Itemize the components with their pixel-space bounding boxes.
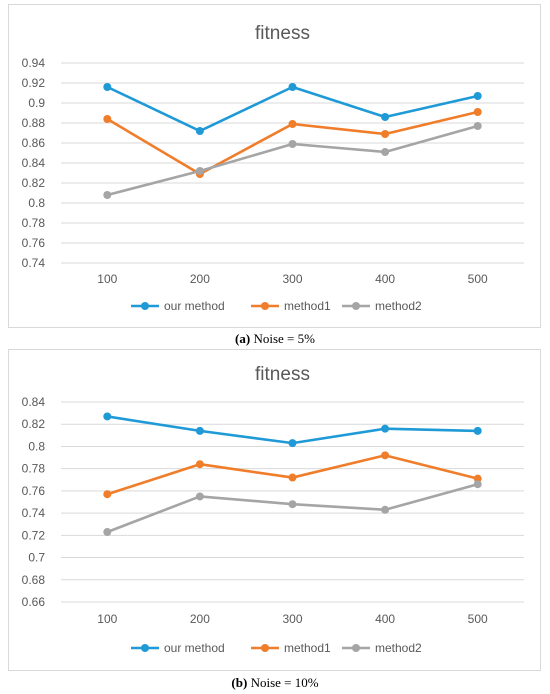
legend-label: method1: [284, 641, 331, 655]
legend-label: method1: [284, 299, 331, 313]
caption-b-label: (b): [231, 675, 248, 690]
data-point: [103, 528, 112, 536]
chart-panel-a: fitness 0.74 0.76 0.78 0.8 0.82 0.84 0.86 0.88 0.…: [8, 4, 541, 328]
y-tick-label: 0.82: [22, 417, 46, 431]
y-tick-label: 0.88: [22, 116, 46, 130]
data-point: [195, 167, 204, 175]
y-tick-label: 0.9: [28, 96, 45, 110]
legend-item-1: our method: [131, 299, 225, 313]
chart-panel-b: fitness 0.66 0.68 0.7 0.72 0.74 0.76 0.78 0.8 0.8…: [8, 349, 541, 671]
data-point: [103, 83, 112, 91]
line-chart-a: fitness 0.74 0.76 0.78 0.8 0.82 0.84 0.86 0.88 0.…: [22, 23, 524, 313]
data-point: [381, 424, 390, 433]
legend-item-2: method1: [251, 641, 331, 655]
data-point: [381, 130, 390, 138]
y-tick-label: 0.82: [22, 176, 46, 190]
data-point: [103, 191, 112, 199]
caption-b-text: Noise = 10%: [250, 675, 319, 690]
y-tick-label: 0.84: [22, 395, 46, 409]
legend-marker: [352, 644, 360, 652]
caption-b: (b) Noise = 10%: [0, 675, 550, 691]
legend-item-3: method2: [342, 641, 422, 655]
caption-a-text: Noise = 5%: [253, 331, 315, 346]
y-tick-label: 0.74: [22, 506, 46, 520]
y-tick-label: 0.84: [22, 156, 46, 170]
legend-item-1: our method: [131, 641, 225, 655]
y-tick-label: 0.94: [22, 56, 46, 70]
x-tick-label: 300: [282, 612, 302, 626]
x-tick-label: 500: [468, 612, 488, 626]
data-point: [473, 92, 482, 100]
y-tick-label: 0.78: [22, 216, 46, 230]
x-tick-label: 400: [375, 612, 395, 626]
data-point: [195, 460, 204, 469]
legend-marker: [141, 302, 149, 310]
data-point: [381, 451, 390, 460]
y-tick-label: 0.76: [22, 484, 46, 498]
y-tick-label: 0.66: [22, 595, 46, 609]
data-point: [288, 473, 297, 482]
data-point: [473, 474, 482, 483]
x-tick-label: 100: [97, 612, 117, 626]
data-point: [195, 127, 204, 135]
y-tick-label: 0.68: [22, 573, 46, 587]
x-tick-label: 200: [190, 612, 210, 626]
y-tick-label: 0.86: [22, 136, 46, 150]
data-point: [473, 108, 482, 116]
legend-marker: [261, 644, 269, 652]
legend-marker: [141, 644, 149, 652]
legend-item-3: method2: [342, 299, 422, 313]
data-point: [381, 113, 390, 121]
x-tick-label: 100: [97, 272, 117, 286]
legend-label: method2: [375, 299, 422, 313]
data-point: [103, 115, 112, 123]
chart-title: fitness: [255, 364, 310, 385]
y-tick-label: 0.8: [28, 196, 45, 210]
y-tick-label: 0.8: [28, 439, 45, 453]
legend-label: our method: [164, 299, 225, 313]
legend-item-2: method1: [251, 299, 331, 313]
x-tick-label: 300: [282, 272, 302, 286]
caption-a-label: (a): [235, 331, 251, 346]
series-line-3: [106, 124, 479, 197]
data-point: [381, 148, 390, 156]
legend-marker: [261, 302, 269, 310]
data-point: [288, 83, 297, 91]
chart-title: fitness: [255, 23, 310, 44]
x-tick-label: 400: [375, 272, 395, 286]
line-chart-b: fitness 0.66 0.68 0.7 0.72 0.74 0.76 0.78 0.8 0.8…: [22, 364, 524, 655]
y-tick-label: 0.72: [22, 528, 46, 542]
data-point: [288, 500, 297, 509]
y-tick-label: 0.74: [22, 256, 46, 270]
data-point: [103, 412, 112, 421]
y-tick-label: 0.76: [22, 236, 46, 250]
data-point: [195, 426, 204, 435]
data-point: [473, 122, 482, 130]
data-point: [103, 490, 112, 499]
y-tick-label: 0.7: [28, 551, 45, 565]
legend-marker: [352, 302, 360, 310]
data-point: [288, 140, 297, 148]
y-tick-label: 0.78: [22, 462, 46, 476]
data-point: [195, 492, 204, 501]
x-tick-label: 500: [468, 272, 488, 286]
legend-label: our method: [164, 641, 225, 655]
data-point: [473, 480, 482, 489]
data-point: [473, 426, 482, 435]
x-tick-label: 200: [190, 272, 210, 286]
data-point: [288, 439, 297, 448]
caption-a: (a) Noise = 5%: [0, 331, 550, 347]
y-tick-label: 0.92: [22, 76, 46, 90]
data-point: [381, 505, 390, 514]
data-point: [288, 120, 297, 128]
legend-label: method2: [375, 641, 422, 655]
